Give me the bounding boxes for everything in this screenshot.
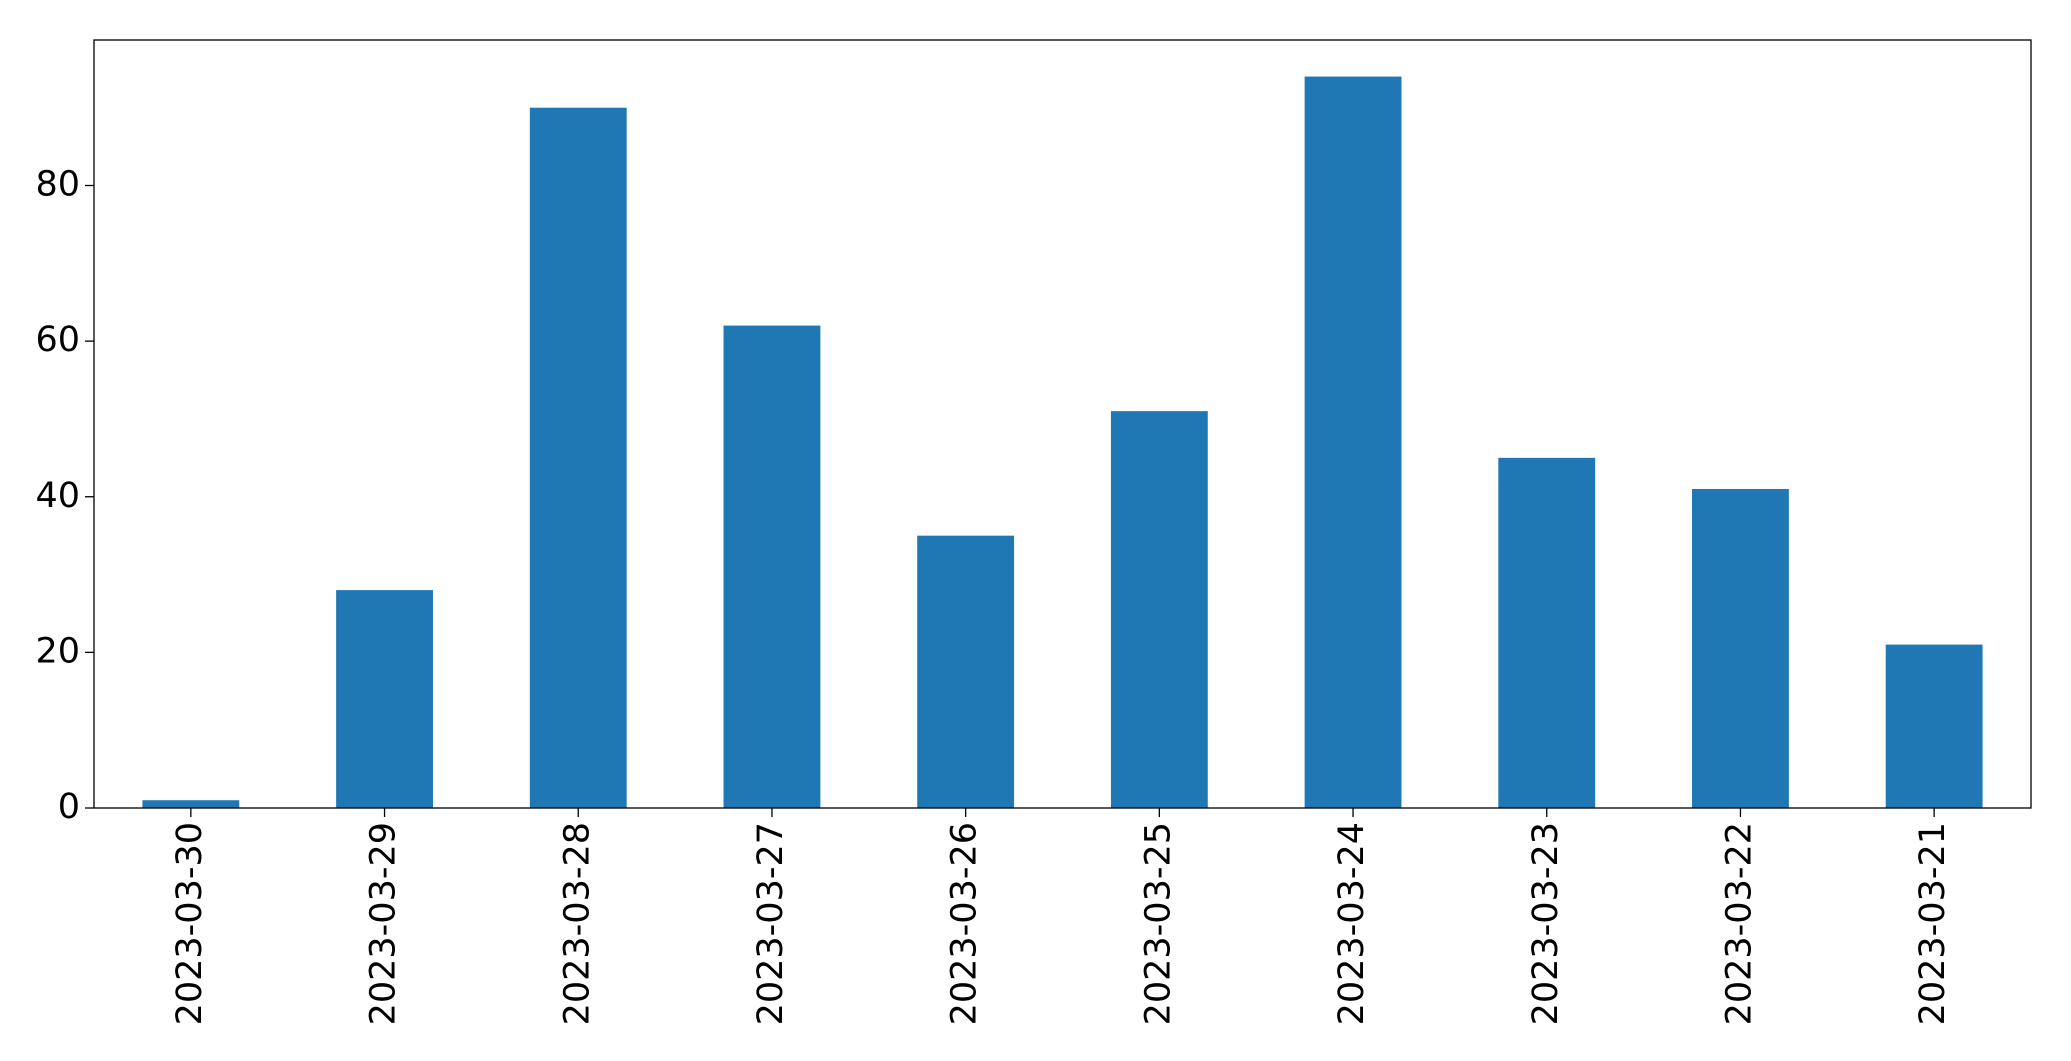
bar	[1498, 457, 1596, 808]
bar	[529, 107, 627, 808]
bar	[1110, 411, 1208, 808]
bar	[1304, 76, 1402, 809]
y-tick-label: 60	[35, 320, 80, 360]
bar	[142, 800, 240, 808]
x-tick-label: 2023-03-26	[945, 822, 985, 1025]
x-tick-label: 2023-03-24	[1332, 822, 1372, 1025]
x-tick-label: 2023-03-21	[1913, 822, 1953, 1025]
x-tick-label: 2023-03-30	[170, 822, 210, 1025]
bar	[917, 535, 1015, 808]
y-tick-label: 0	[58, 787, 80, 827]
bar	[1885, 644, 1983, 808]
bar	[723, 325, 821, 808]
x-tick-label: 2023-03-22	[1719, 822, 1759, 1025]
x-tick-label: 2023-03-28	[557, 822, 597, 1025]
x-tick-label: 2023-03-27	[751, 822, 791, 1025]
y-tick-label: 20	[35, 631, 80, 671]
bar	[336, 590, 433, 808]
x-tick-label: 2023-03-29	[364, 822, 404, 1025]
plot-frame	[93, 39, 2032, 809]
y-tick-label: 40	[35, 476, 80, 516]
y-tick-label: 80	[35, 165, 80, 205]
x-tick-label: 2023-03-23	[1526, 822, 1566, 1025]
x-tick-label: 2023-03-25	[1138, 822, 1178, 1025]
bar	[1692, 488, 1789, 808]
